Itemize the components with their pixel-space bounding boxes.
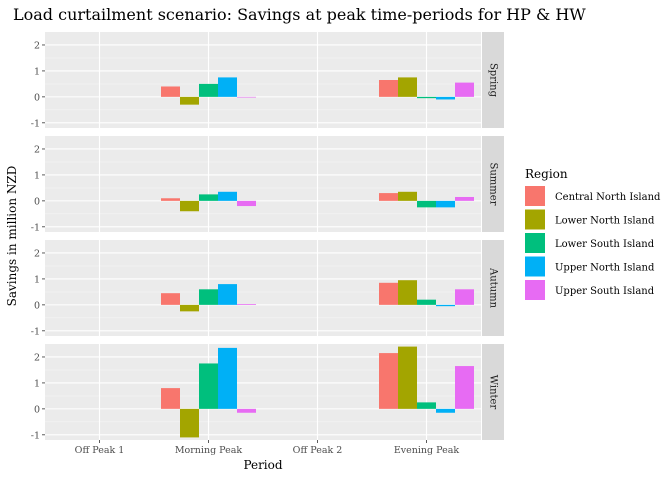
bar-spring-morning-peak-lower-north-island xyxy=(180,96,199,105)
legend-key-upper-south-island xyxy=(525,280,545,300)
bar-winter-morning-peak-upper-north-island xyxy=(218,347,237,409)
bar-autumn-morning-peak-lower-north-island xyxy=(180,304,199,312)
bar-spring-evening-peak-lower-south-island xyxy=(417,96,436,99)
legend: Region Central North Island Lower North I… xyxy=(525,167,661,300)
bar-summer-evening-peak-central-north-island xyxy=(379,193,398,201)
x-axis: Off Peak 1 Morning Peak Off Peak 2 Evening … xyxy=(75,440,460,456)
facet-panels: -1 0 1 2 Spring -1 0 1 2 Summer -1 0 1 2 Autumn -1 0 1 2 Wi… xyxy=(31,32,504,441)
y-tick-label: 0 xyxy=(34,92,40,103)
y-tick-label: 2 xyxy=(34,40,40,51)
bar-autumn-evening-peak-central-north-island xyxy=(379,282,398,305)
legend-label-lower-north-island: Lower North Island xyxy=(555,216,655,227)
y-tick-label: 2 xyxy=(34,352,40,363)
bar-winter-morning-peak-upper-south-island xyxy=(237,408,256,413)
y-tick-label: 0 xyxy=(34,404,40,415)
y-tick-label: 0 xyxy=(34,300,40,311)
bar-winter-evening-peak-lower-south-island xyxy=(417,402,436,409)
panel-background xyxy=(45,136,481,232)
bar-spring-evening-peak-central-north-island xyxy=(379,80,398,97)
legend-label-upper-south-island: Upper South Island xyxy=(555,286,655,297)
bar-summer-evening-peak-lower-south-island xyxy=(417,200,436,208)
facet-strip-label: Winter xyxy=(488,375,499,410)
legend-label-central-north-island: Central North Island xyxy=(555,192,661,203)
x-tick-label: Morning Peak xyxy=(175,445,243,456)
bar-winter-evening-peak-lower-north-island xyxy=(398,346,417,409)
facet-strip xyxy=(482,32,504,128)
bar-summer-evening-peak-lower-north-island xyxy=(398,191,417,201)
bar-autumn-evening-peak-lower-south-island xyxy=(417,299,436,305)
legend-label-lower-south-island: Lower South Island xyxy=(555,239,655,250)
legend-label-upper-north-island: Upper North Island xyxy=(555,263,655,274)
bar-spring-evening-peak-upper-north-island xyxy=(436,96,455,100)
facet-panel-spring: -1 0 1 2 Spring xyxy=(31,32,504,129)
facet-panel-summer: -1 0 1 2 Summer xyxy=(31,136,504,233)
x-axis-title: Period xyxy=(243,458,282,472)
legend-key-central-north-island xyxy=(525,186,545,206)
bar-winter-evening-peak-upper-south-island xyxy=(455,366,474,409)
y-tick-label: -1 xyxy=(31,326,40,337)
legend-key-lower-north-island xyxy=(525,209,545,230)
y-tick-label: -1 xyxy=(31,118,40,129)
x-tick-label: Off Peak 2 xyxy=(293,445,343,456)
y-tick-label: 1 xyxy=(34,170,40,181)
bar-summer-morning-peak-upper-north-island xyxy=(218,191,237,201)
x-tick-label: Evening Peak xyxy=(394,445,460,456)
y-axis-title: Savings in million NZD xyxy=(5,166,19,307)
bar-spring-morning-peak-central-north-island xyxy=(161,86,180,97)
bar-autumn-evening-peak-upper-south-island xyxy=(455,289,474,305)
y-tick-label: 2 xyxy=(34,248,40,259)
bar-autumn-evening-peak-lower-north-island xyxy=(398,280,417,305)
bar-winter-morning-peak-lower-north-island xyxy=(180,408,199,438)
bar-spring-morning-peak-upper-south-island xyxy=(237,96,256,98)
legend-title: Region xyxy=(525,167,568,181)
y-tick-label: -1 xyxy=(31,222,40,233)
bar-summer-morning-peak-upper-south-island xyxy=(237,200,256,207)
bar-autumn-morning-peak-lower-south-island xyxy=(199,289,218,305)
facet-panel-autumn: -1 0 1 2 Autumn xyxy=(31,240,504,337)
legend-key-lower-south-island xyxy=(525,233,545,253)
legend-key-upper-north-island xyxy=(525,256,545,277)
facet-strip-label: Spring xyxy=(488,63,499,98)
facet-strip xyxy=(482,136,504,232)
bar-autumn-evening-peak-upper-north-island xyxy=(436,304,455,307)
bar-summer-evening-peak-upper-south-island xyxy=(455,196,474,201)
y-tick-label: 1 xyxy=(34,378,40,389)
bar-winter-morning-peak-lower-south-island xyxy=(199,363,218,409)
facet-strip xyxy=(482,240,504,336)
chart-title: Load curtailment scenario: Savings at pe… xyxy=(13,5,586,24)
bar-summer-morning-peak-lower-south-island xyxy=(199,194,218,201)
bar-spring-morning-peak-lower-south-island xyxy=(199,83,218,97)
bar-summer-evening-peak-upper-north-island xyxy=(436,200,455,208)
bar-autumn-morning-peak-central-north-island xyxy=(161,293,180,305)
facet-panel-winter: -1 0 1 2 Winter xyxy=(31,344,504,441)
bar-summer-morning-peak-lower-north-island xyxy=(180,200,199,212)
y-tick-label: -1 xyxy=(31,430,40,441)
y-tick-label: 1 xyxy=(34,274,40,285)
bar-summer-morning-peak-central-north-island xyxy=(161,198,180,201)
y-tick-label: 0 xyxy=(34,196,40,207)
facet-strip xyxy=(482,344,504,440)
bar-winter-morning-peak-central-north-island xyxy=(161,388,180,409)
bar-spring-evening-peak-upper-south-island xyxy=(455,82,474,97)
bar-winter-evening-peak-upper-north-island xyxy=(436,408,455,413)
facet-strip-label: Summer xyxy=(488,163,499,206)
bar-autumn-morning-peak-upper-south-island xyxy=(237,304,256,305)
bar-spring-morning-peak-upper-north-island xyxy=(218,77,237,97)
facet-strip-label: Autumn xyxy=(488,267,499,309)
bar-spring-evening-peak-lower-north-island xyxy=(398,77,417,97)
bar-autumn-morning-peak-upper-north-island xyxy=(218,284,237,305)
bar-winter-evening-peak-central-north-island xyxy=(379,353,398,409)
x-tick-label: Off Peak 1 xyxy=(75,445,125,456)
y-tick-label: 1 xyxy=(34,66,40,77)
y-tick-label: 2 xyxy=(34,144,40,155)
